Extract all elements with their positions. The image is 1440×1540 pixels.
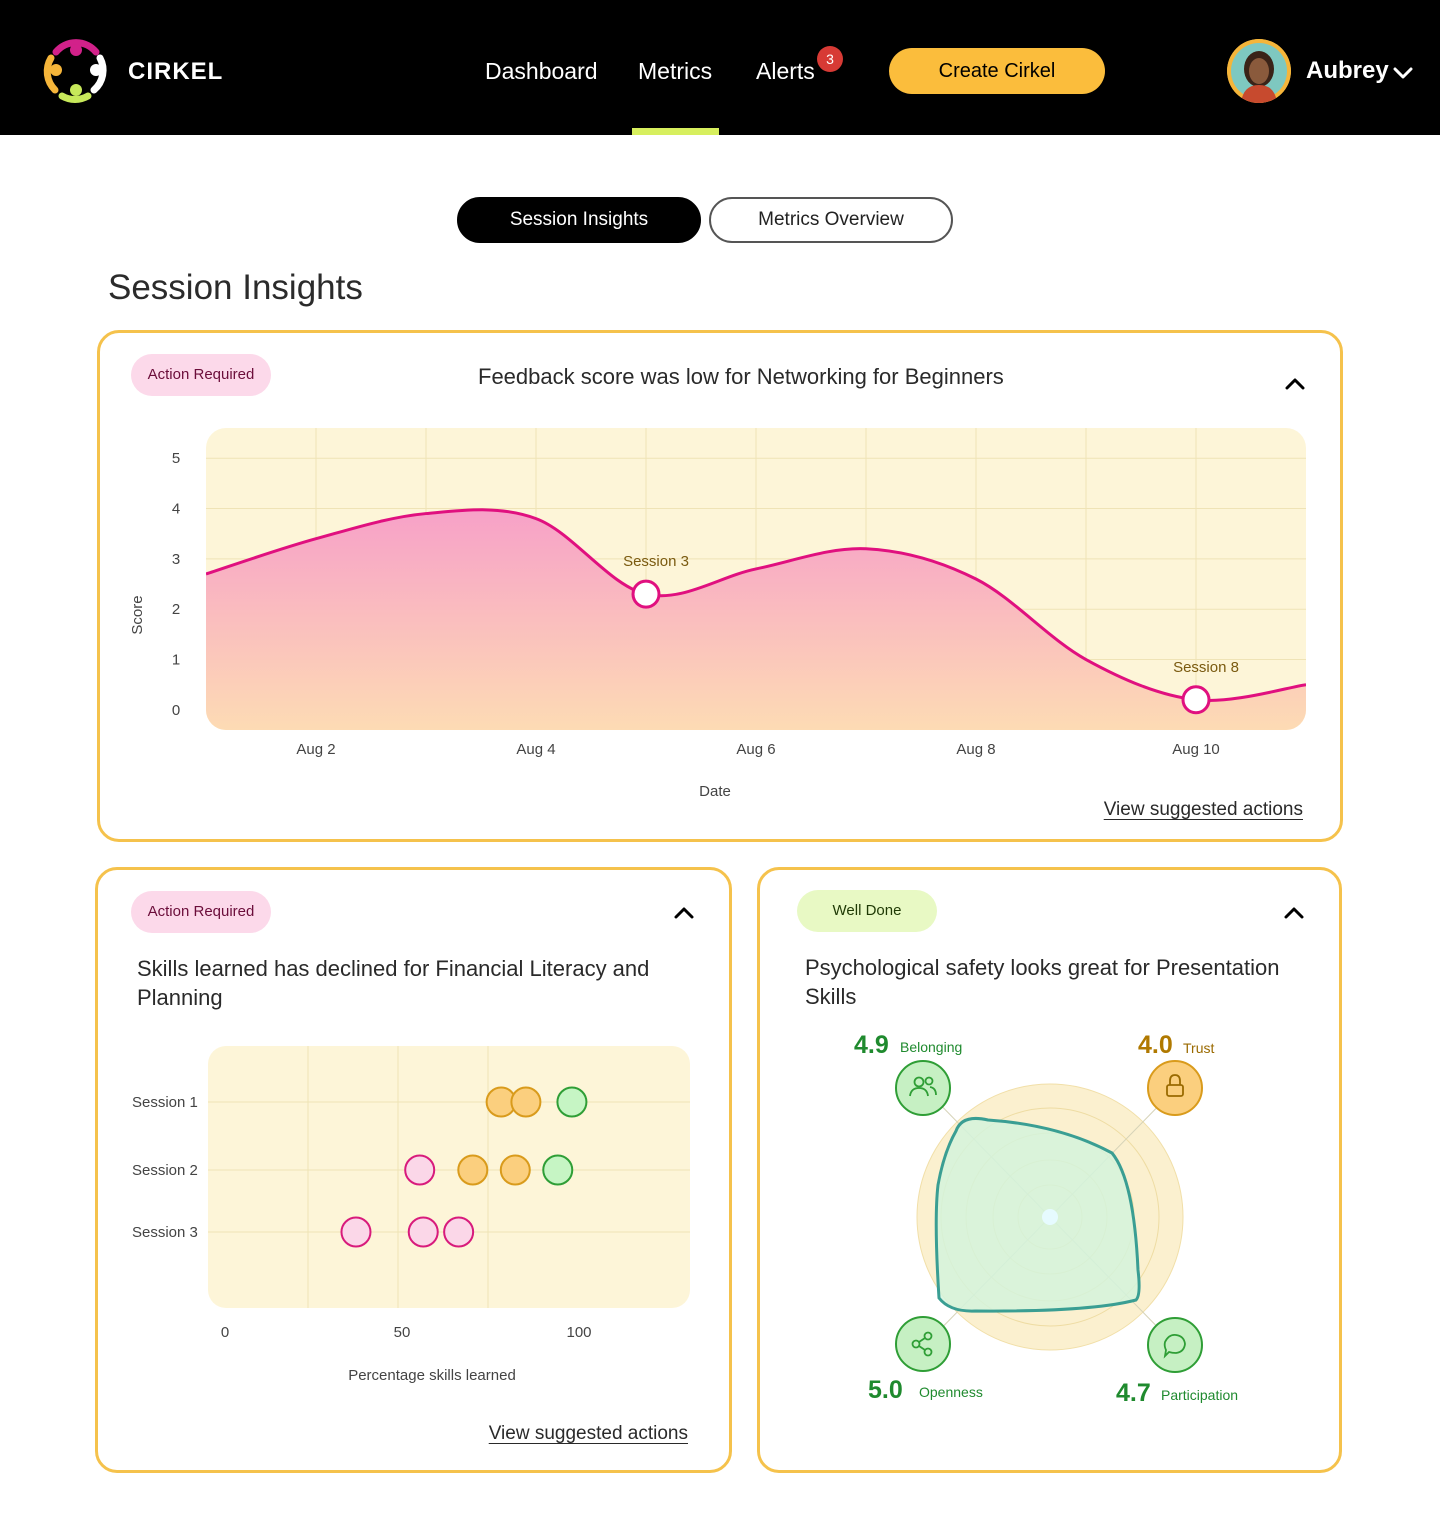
belonging-score: 4.9	[854, 1031, 889, 1059]
tab-metrics-overview[interactable]: Metrics Overview	[709, 197, 953, 243]
participation-score: 4.7	[1116, 1379, 1151, 1407]
psych-safety-radar-chart: 4.9 Belonging 4.0 Trust 4.7 Participatio…	[854, 1031, 1238, 1407]
skills-insight-card: Action Required Skills learned has decli…	[95, 867, 732, 1473]
data-point[interactable]	[542, 1154, 574, 1186]
view-suggested-actions-link[interactable]: View suggested actions	[488, 1423, 688, 1444]
radar-shape	[934, 1116, 1141, 1313]
lock-icon[interactable]	[1147, 1060, 1203, 1116]
participation-metric: 4.7 Participation	[1116, 1317, 1238, 1407]
data-point[interactable]	[499, 1154, 531, 1186]
cirkel-logo-icon[interactable]	[42, 36, 110, 104]
x-axis-label: Percentage skills learned	[348, 1367, 516, 1384]
x-tick-label: 100	[566, 1324, 591, 1341]
well-done-badge: Well Done	[797, 890, 937, 932]
score-area	[206, 509, 1306, 730]
y-tick-label: 5	[172, 450, 180, 467]
skills-card-title: Skills learned has declined for Financia…	[137, 956, 650, 1010]
session-annotation-label: Session 8	[1173, 659, 1239, 676]
x-tick-label: Aug 4	[516, 741, 555, 758]
x-tick-label: Aug 6	[736, 741, 775, 758]
session-marker[interactable]	[1181, 685, 1211, 715]
openness-score: 5.0	[868, 1376, 903, 1404]
share-icon[interactable]	[895, 1316, 951, 1372]
trust-score: 4.0	[1138, 1031, 1173, 1059]
top-navigation-bar: CIRKEL Dashboard Metrics Alerts 3 Create…	[0, 0, 1440, 135]
active-nav-indicator	[632, 128, 719, 135]
data-point[interactable]	[443, 1216, 475, 1248]
trust-label: Trust	[1183, 1040, 1214, 1056]
y-tick-label: 3	[172, 551, 180, 568]
radar-center	[1042, 1209, 1058, 1225]
x-axis-label: Date	[699, 783, 731, 800]
action-required-badge: Action Required	[131, 354, 271, 396]
skills-scatter-chart: Session 1 Session 2 Session 3 0 50 100 Perce…	[132, 1046, 690, 1384]
brand-name: CIRKEL	[128, 58, 224, 85]
page-title: Session Insights	[108, 268, 363, 307]
session-annotation-label: Session 3	[623, 553, 689, 570]
trust-metric: 4.0 Trust	[1138, 1031, 1214, 1116]
x-tick-label: Aug 8	[956, 741, 995, 758]
view-suggested-actions-link[interactable]: View suggested actions	[1103, 799, 1303, 820]
data-point[interactable]	[457, 1154, 489, 1186]
safety-card-title: Psychological safety looks great for Pre…	[805, 955, 1280, 1009]
x-tick-label: Aug 10	[1172, 741, 1220, 758]
alerts-count-badge: 3	[817, 46, 843, 72]
openness-label: Openness	[919, 1384, 983, 1400]
participation-label: Participation	[1161, 1387, 1238, 1403]
y-tick-label: 1	[172, 652, 180, 669]
chat-icon[interactable]	[1147, 1317, 1203, 1373]
openness-metric: 5.0 Openness	[868, 1316, 983, 1404]
data-point[interactable]	[404, 1154, 436, 1186]
user-name[interactable]: Aubrey	[1306, 57, 1389, 84]
y-tick-label: 4	[172, 501, 180, 518]
feedback-card-title: Feedback score was low for Networking fo…	[478, 364, 1004, 389]
create-cirkel-button[interactable]: Create Cirkel	[889, 48, 1105, 94]
avatar[interactable]	[1227, 39, 1291, 103]
data-point[interactable]	[556, 1086, 588, 1118]
y-tick-label: Session 2	[132, 1162, 198, 1179]
feedback-score-chart: 0 1 2 3 4 5 Aug 2 Aug 4 Aug 6 Aug 8 Aug 10 Sessio…	[129, 428, 1306, 800]
x-tick-label: 50	[394, 1324, 411, 1341]
data-point[interactable]	[340, 1216, 372, 1248]
x-tick-label: 0	[221, 1324, 229, 1341]
tab-session-insights[interactable]: Session Insights	[457, 197, 701, 243]
nav-metrics[interactable]: Metrics	[638, 58, 713, 84]
y-tick-label: Session 3	[132, 1224, 198, 1241]
nav-alerts[interactable]: Alerts	[756, 58, 815, 84]
belonging-label: Belonging	[900, 1039, 962, 1055]
data-point[interactable]	[407, 1216, 439, 1248]
feedback-insight-card: Action Required Feedback score was low f…	[97, 330, 1343, 842]
y-tick-label: Session 1	[132, 1094, 198, 1111]
y-tick-label: 2	[172, 601, 180, 618]
chevron-up-icon[interactable]	[1281, 900, 1307, 926]
chevron-up-icon[interactable]	[1282, 371, 1308, 397]
x-tick-label: Aug 2	[296, 741, 335, 758]
data-point[interactable]	[510, 1086, 542, 1118]
belonging-metric: 4.9 Belonging	[854, 1031, 962, 1116]
score-line	[206, 508, 1306, 702]
safety-insight-card: Well Done Psychological safety looks gre…	[757, 867, 1342, 1473]
plot-background	[208, 1046, 690, 1308]
nav-dashboard[interactable]: Dashboard	[485, 58, 598, 84]
y-tick-label: 0	[172, 702, 180, 719]
user-photo-icon	[1227, 39, 1291, 103]
chevron-up-icon[interactable]	[671, 900, 697, 926]
y-axis-label: Score	[129, 595, 146, 634]
session-marker[interactable]	[631, 579, 661, 609]
action-required-badge: Action Required	[131, 891, 271, 933]
chevron-down-icon[interactable]	[1390, 60, 1416, 86]
